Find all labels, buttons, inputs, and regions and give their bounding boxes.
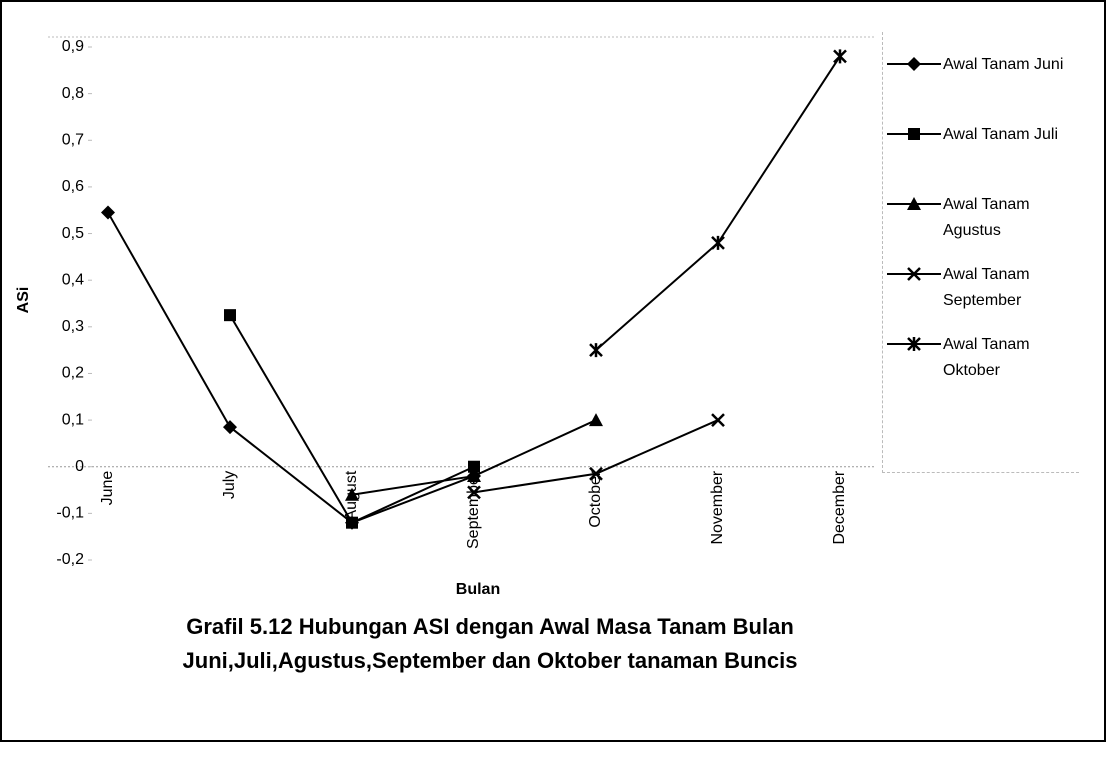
marker — [711, 413, 725, 427]
legend-item: Awal Tanam Oktober — [883, 332, 1079, 402]
legend-label: Awal Tanam Agustus — [943, 196, 1030, 239]
marker — [467, 469, 481, 483]
y-tick-label: 0,3 — [62, 318, 84, 335]
legend-icon — [887, 267, 941, 281]
marker — [907, 267, 921, 281]
chart-title: Grafil 5.12 Hubungan ASI dengan Awal Mas… — [186, 614, 794, 639]
x-tick-label: November — [709, 470, 726, 544]
legend-label: Awal Tanam Juli — [943, 126, 1059, 143]
chart-title: Juni,Juli,Agustus,September dan Oktober … — [183, 648, 798, 673]
marker — [907, 337, 921, 351]
marker — [589, 466, 603, 481]
x-tick-label: June — [99, 471, 116, 506]
legend-item: Awal Tanam Juni — [883, 52, 1079, 122]
marker — [468, 460, 480, 473]
y-tick-label: -0,2 — [56, 551, 84, 568]
marker — [907, 197, 921, 210]
marker — [833, 49, 847, 64]
marker — [589, 343, 603, 358]
marker — [467, 485, 481, 500]
y-tick-label: 0,6 — [62, 178, 84, 195]
legend: Awal Tanam Juni Awal Tanam Juli Awal Tanam… — [882, 32, 1079, 473]
legend-item: Awal Tanam Agustus — [883, 192, 1079, 262]
x-axis-label: Bulan — [456, 581, 500, 598]
x-tick-label: December — [831, 470, 848, 544]
series-line — [107, 212, 475, 524]
y-tick-label: 0,4 — [62, 271, 84, 288]
legend-label: Awal Tanam Juni — [943, 56, 1064, 73]
y-tick-label: 0,7 — [62, 131, 84, 148]
frame — [0, 0, 1106, 742]
y-tick-label: 0,8 — [62, 85, 84, 102]
legend-label: Awal Tanam September — [943, 266, 1030, 309]
legend-icon — [887, 57, 941, 71]
marker — [223, 420, 237, 435]
marker — [224, 309, 236, 322]
y-tick-label: 0,9 — [62, 38, 84, 55]
y-tick-label: 0,1 — [62, 411, 84, 428]
x-tick-label: October — [587, 470, 604, 528]
marker — [711, 235, 725, 250]
legend-item: Awal Tanam Juli — [883, 122, 1079, 192]
marker — [907, 57, 921, 71]
legend-item: Awal Tanam September — [883, 262, 1079, 332]
x-tick-label: July — [221, 471, 238, 499]
legend-icon — [887, 128, 941, 140]
marker — [346, 516, 358, 529]
y-axis-label: ASi — [15, 287, 32, 314]
y-tick-label: 0 — [75, 458, 84, 475]
legend-icon — [887, 337, 941, 351]
marker — [908, 128, 920, 140]
legend-label: Awal Tanam Oktober — [943, 336, 1030, 379]
y-tick-label: -0,1 — [56, 505, 84, 522]
marker — [345, 487, 359, 501]
series-line — [595, 55, 841, 351]
y-tick-label: 0,5 — [62, 225, 84, 242]
marker — [589, 413, 603, 427]
marker — [101, 205, 115, 220]
y-tick-label: 0,2 — [62, 365, 84, 382]
legend-icon — [887, 197, 941, 210]
